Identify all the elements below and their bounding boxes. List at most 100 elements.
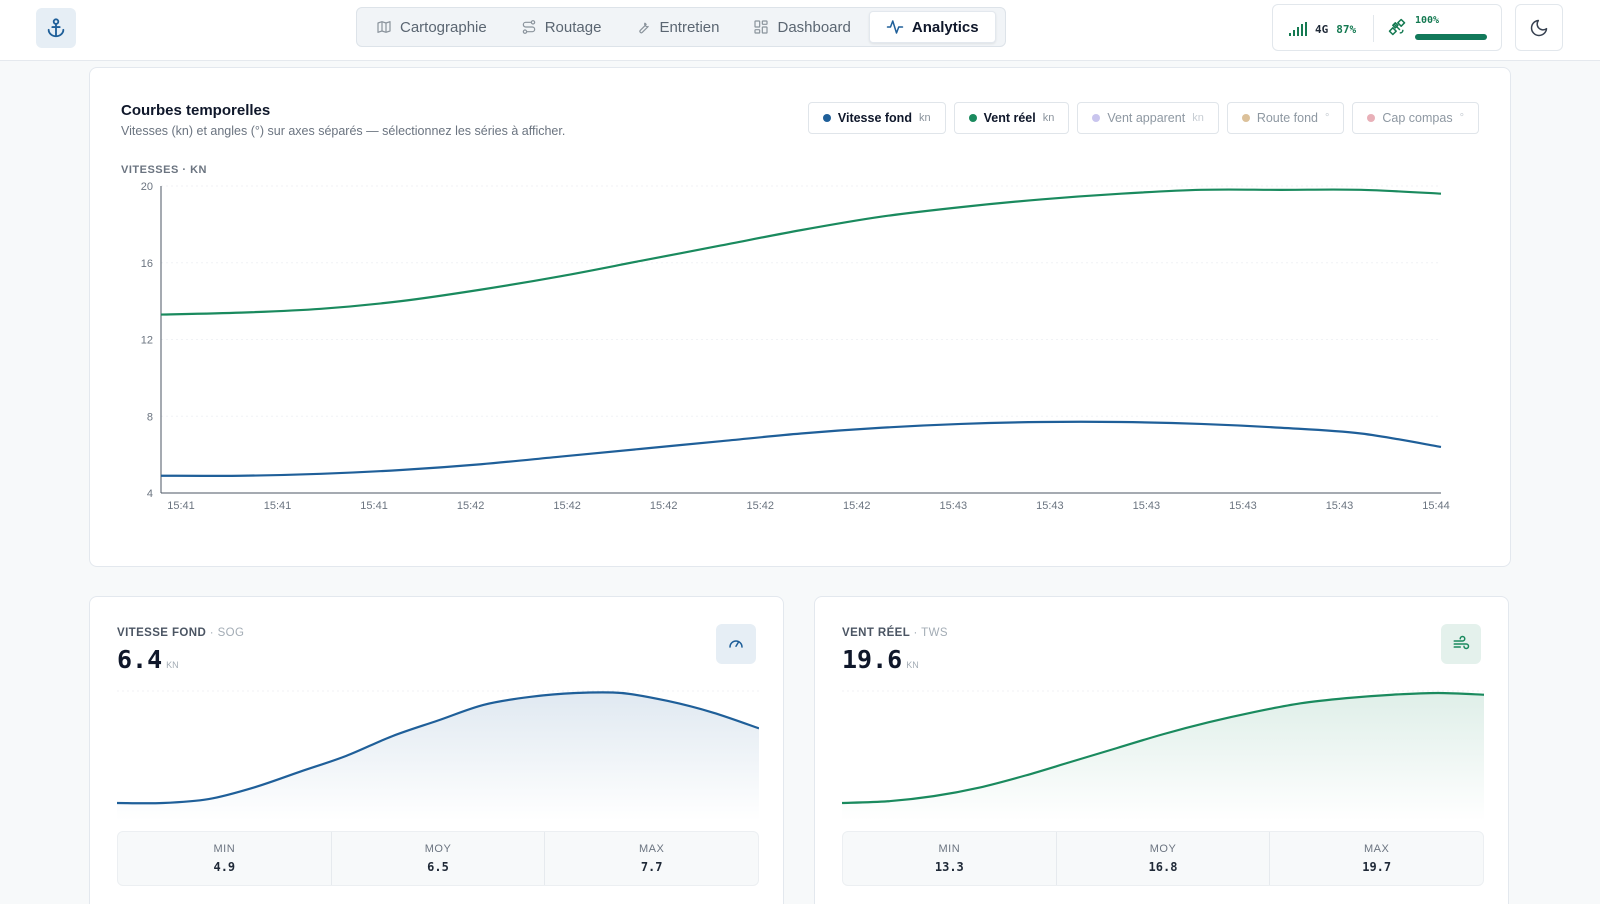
x-tick-label: 15:42 bbox=[746, 500, 774, 512]
metric-code: · TWS bbox=[913, 627, 948, 639]
series-line-vent-réel bbox=[160, 188, 1442, 316]
metric-value: 6.4 KN bbox=[117, 645, 179, 674]
y-tick-label: 16 bbox=[141, 258, 153, 270]
route-icon bbox=[522, 20, 535, 34]
sparkline-area bbox=[842, 693, 1484, 821]
stat-key: MAX bbox=[1364, 843, 1390, 855]
stat-key: MOY bbox=[1149, 843, 1177, 855]
network-type: 4G bbox=[1315, 22, 1329, 36]
y-axis-title: VITESSES · KN bbox=[121, 164, 207, 176]
x-tick-label: 15:41 bbox=[167, 500, 195, 512]
nav-item-analytics[interactable]: Analytics bbox=[868, 11, 996, 43]
time-series-chart: 4 8 12 16 20 15:41 15:41 15:41 15:42 15:42 15:42 15… bbox=[141, 181, 1450, 512]
time-series-card: 4 8 12 16 20 15:41 15:41 15:41 15:42 15:42 15:42 15… bbox=[89, 67, 1511, 567]
gauge-icon bbox=[729, 640, 743, 648]
connection-status[interactable]: 4G 87% 100% bbox=[1272, 4, 1502, 51]
satellite-icon bbox=[1388, 18, 1406, 36]
sparkline-line bbox=[842, 691, 1484, 805]
stat-value: 4.9 bbox=[213, 860, 236, 874]
toggle-unit: kn bbox=[1042, 112, 1055, 124]
toggle-vitesse-fond[interactable]: Vitesse fond kn bbox=[807, 102, 946, 134]
anchor-icon bbox=[47, 18, 65, 38]
nav-label: Entretien bbox=[659, 18, 720, 36]
stat-value: 19.7 bbox=[1362, 860, 1392, 874]
series-color-dot bbox=[1367, 114, 1376, 122]
moon-icon bbox=[1530, 19, 1548, 36]
stat-key: MIN bbox=[938, 843, 961, 855]
chart-subtitle: Vitesses (kn) et angles (°) sur axes sép… bbox=[121, 124, 566, 138]
dashboard-icon bbox=[754, 20, 769, 34]
signal-bars-icon bbox=[1289, 22, 1307, 36]
toggle-cap-compas[interactable]: Cap compas ° bbox=[1352, 102, 1479, 134]
stat-avg: MOY 6.5 bbox=[332, 832, 546, 885]
metric-name: VENT RÉEL bbox=[842, 627, 910, 639]
stat-value: 6.5 bbox=[427, 860, 449, 874]
stat-value: 16.8 bbox=[1148, 860, 1178, 874]
stat-max: MAX 7.7 bbox=[545, 832, 758, 885]
y-tick-label: 8 bbox=[147, 411, 153, 423]
toggle-label: Vitesse fond bbox=[837, 111, 912, 125]
metric-value: 19.6 KN bbox=[842, 645, 919, 674]
series-toggles: Vitesse fond kn Vent réel kn Vent appare… bbox=[807, 102, 1479, 134]
wrench-icon bbox=[639, 22, 650, 34]
x-tick-label: 15:41 bbox=[264, 500, 292, 512]
toggle-label: Vent apparent bbox=[1107, 111, 1186, 125]
wind-icon-button[interactable] bbox=[1441, 624, 1481, 664]
metric-label: VITESSE FOND · SOG bbox=[117, 627, 244, 639]
theme-toggle-button[interactable] bbox=[1515, 4, 1563, 51]
nav-item-routage[interactable]: Routage bbox=[505, 11, 618, 43]
toggle-unit: kn bbox=[918, 112, 931, 124]
toggle-vent-reel[interactable]: Vent réel kn bbox=[953, 102, 1070, 134]
x-tick-label: 15:42 bbox=[457, 500, 485, 512]
metric-label: VENT RÉEL · TWS bbox=[842, 627, 948, 639]
wind-icon bbox=[1453, 635, 1470, 650]
nav-item-cartographie[interactable]: Cartographie bbox=[360, 11, 503, 43]
y-tick-label: 12 bbox=[141, 335, 153, 347]
metric-number: 6.4 bbox=[117, 645, 163, 674]
toggle-label: Cap compas bbox=[1382, 111, 1453, 125]
x-tick-label: 15:44 bbox=[1422, 500, 1450, 512]
x-tick-label: 15:41 bbox=[360, 500, 388, 512]
x-tick-label: 15:42 bbox=[843, 500, 871, 512]
gps-progress-fill bbox=[1415, 34, 1487, 40]
metric-number: 19.6 bbox=[842, 645, 903, 674]
stat-value: 7.7 bbox=[640, 860, 663, 874]
series-color-dot bbox=[1092, 114, 1101, 122]
stat-min: MIN 4.9 bbox=[118, 832, 332, 885]
main-nav: Cartographie Routage Entretien Dashboard… bbox=[356, 7, 1006, 47]
x-tick-label: 15:43 bbox=[1133, 500, 1161, 512]
anchor-logo-button[interactable] bbox=[36, 8, 76, 48]
series-color-dot bbox=[968, 114, 977, 122]
activity-icon bbox=[886, 20, 904, 34]
top-bar: Cartographie Routage Entretien Dashboard… bbox=[0, 0, 1600, 61]
toggle-route-fond[interactable]: Route fond ° bbox=[1226, 102, 1345, 134]
stat-key: MAX bbox=[639, 843, 665, 855]
tws-sparkline bbox=[842, 690, 1484, 821]
sparkline-line bbox=[117, 691, 759, 805]
nav-item-entretien[interactable]: Entretien bbox=[619, 11, 735, 43]
divider bbox=[1373, 15, 1374, 42]
metric-unit: KN bbox=[906, 660, 919, 670]
cell-signal: 4G 87% bbox=[1289, 22, 1356, 36]
metric-unit: KN bbox=[166, 660, 179, 670]
stat-max: MAX 19.7 bbox=[1270, 832, 1483, 885]
series-line-vitesse-fond bbox=[160, 420, 1442, 477]
toggle-label: Route fond bbox=[1256, 111, 1318, 125]
gps-percent: 100% bbox=[1415, 15, 1440, 26]
sog-card: VITESSE FOND · SOG 6.4 KN MIN 4.9 MOY 6.5 … bbox=[89, 596, 784, 904]
stat-min: MIN 13.3 bbox=[843, 832, 1057, 885]
tws-stats: MIN 13.3 MOY 16.8 MAX 19.7 bbox=[842, 831, 1484, 886]
stat-value: 13.3 bbox=[934, 860, 964, 874]
gauge-icon-button[interactable] bbox=[716, 624, 756, 664]
y-tick-label: 4 bbox=[147, 488, 153, 500]
x-tick-label: 15:43 bbox=[1229, 500, 1257, 512]
signal-percent: 87% bbox=[1336, 22, 1357, 36]
toggle-label: Vent réel bbox=[983, 111, 1036, 125]
nav-item-dashboard[interactable]: Dashboard bbox=[737, 11, 866, 43]
x-tick-label: 15:42 bbox=[650, 500, 678, 512]
x-tick-label: 15:43 bbox=[1036, 500, 1064, 512]
toggle-unit: ° bbox=[1459, 112, 1464, 124]
nav-label: Dashboard bbox=[777, 18, 851, 36]
toggle-vent-apparent[interactable]: Vent apparent kn bbox=[1077, 102, 1219, 134]
x-tick-label: 15:43 bbox=[940, 500, 968, 512]
